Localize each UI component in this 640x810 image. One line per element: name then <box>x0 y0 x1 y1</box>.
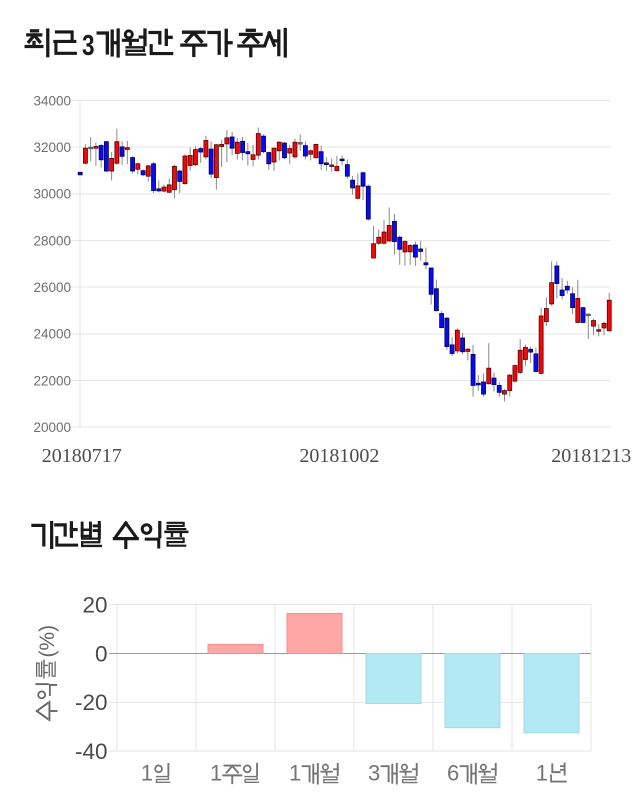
svg-text:20181213: 20181213 <box>551 445 631 467</box>
svg-text:3: 3 <box>368 761 380 786</box>
svg-text:20: 20 <box>82 593 107 618</box>
svg-text:(%): (%) <box>36 625 59 658</box>
svg-text:28000: 28000 <box>33 233 71 248</box>
svg-text:24000: 24000 <box>33 327 71 342</box>
svg-text:32000: 32000 <box>33 140 71 155</box>
svg-text:34000: 34000 <box>33 93 71 108</box>
svg-text:-20: -20 <box>75 690 108 715</box>
svg-text:6: 6 <box>447 761 459 786</box>
svg-text:0: 0 <box>95 641 108 666</box>
svg-text:1: 1 <box>141 761 153 786</box>
svg-text:1: 1 <box>289 761 301 786</box>
svg-text:3: 3 <box>82 30 95 62</box>
svg-text:20181002: 20181002 <box>299 445 379 467</box>
svg-text:20000: 20000 <box>33 420 71 435</box>
svg-text:1: 1 <box>210 761 222 786</box>
svg-text:1: 1 <box>536 761 548 786</box>
svg-text:22000: 22000 <box>33 373 71 388</box>
svg-text:20180717: 20180717 <box>42 445 122 467</box>
svg-text:30000: 30000 <box>33 187 71 202</box>
svg-text:26000: 26000 <box>33 280 71 295</box>
svg-text:-40: -40 <box>75 739 108 764</box>
